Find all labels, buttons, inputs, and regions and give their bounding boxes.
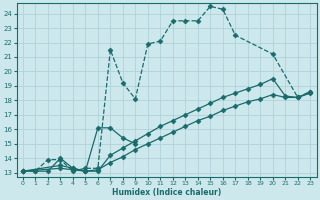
X-axis label: Humidex (Indice chaleur): Humidex (Indice chaleur) (112, 188, 221, 197)
